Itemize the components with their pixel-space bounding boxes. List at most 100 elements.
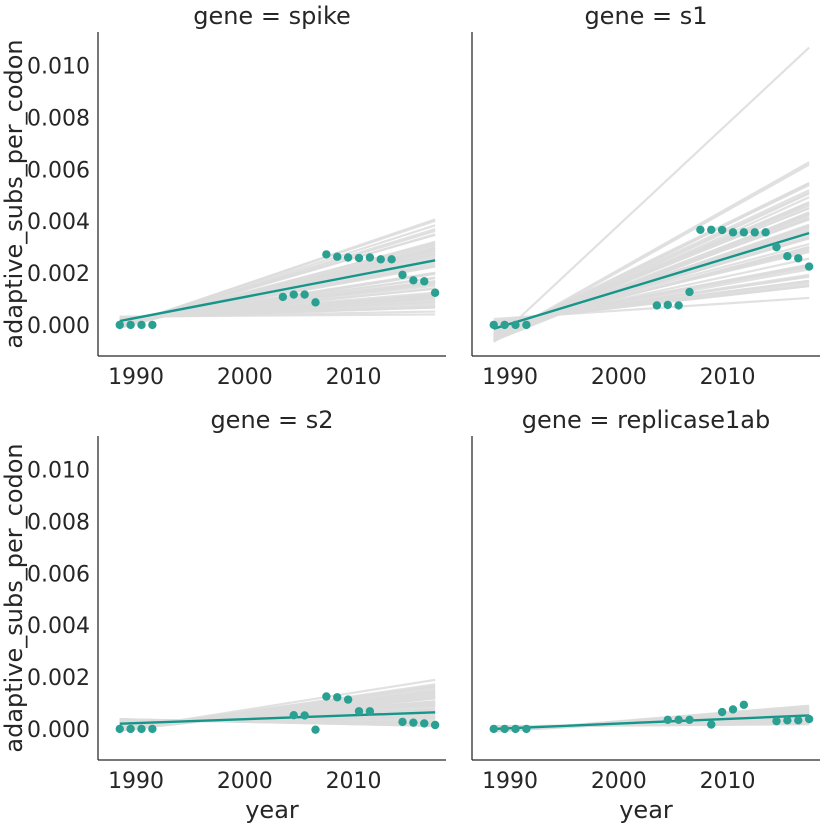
regression-line [493,714,810,731]
data-point [685,715,694,725]
data-point [278,292,288,302]
data-point [354,707,364,716]
data-point [126,320,135,330]
data-point [343,253,353,262]
bootstrap-line [119,689,436,732]
data-point [685,287,694,297]
facet-panel-3: gene = s2 1990 2000 2010 0.000 0.002 0.004 0.00… [0,406,446,824]
data-point [728,705,738,714]
plot-area [489,46,814,343]
facet-panel-4: gene = replicase1ab 1990 2000 2010 year [471,406,820,824]
data-point [322,250,331,259]
y-axis-label: adaptive_subs_per_codon [0,39,28,348]
y-tick-label: 0.006 [27,158,90,183]
data-point [365,707,375,716]
regression-line [493,231,810,330]
y-tick-label: 0.008 [27,107,90,132]
x-tick-label: 2010 [700,365,756,390]
x-tick-label: 2010 [326,769,382,794]
panel-title: gene = replicase1ab [522,406,770,434]
data-point [696,225,705,234]
data-point [707,720,716,729]
bootstrap-line [119,293,436,321]
data-point [376,255,385,264]
x-tick-label: 2010 [700,769,756,794]
data-point [674,301,683,310]
data-point [430,288,440,297]
data-point [761,228,770,237]
data-point [311,298,320,307]
data-point [652,301,662,310]
data-point [409,718,418,727]
panel-title: gene = s2 [210,406,333,434]
data-point [511,320,520,330]
x-tick-label: 2000 [217,769,273,794]
data-point [148,724,157,734]
data-point [137,724,146,734]
data-point [398,270,407,280]
y-axis-label: adaptive_subs_per_codon [0,443,28,752]
data-point [522,320,531,330]
x-axis-label: year [245,796,299,824]
y-tick-label: 0.000 [27,314,90,339]
bootstrap-line [119,271,436,324]
data-point [783,716,792,725]
y-tick-label: 0.004 [27,210,90,235]
facet-panel-2: gene = s1 1990 2000 2010 [471,2,820,390]
data-point [500,724,509,734]
x-axis-label: year [619,796,673,824]
data-point [115,320,124,330]
plot-area [115,218,440,330]
data-point [398,717,407,727]
data-point [311,725,320,734]
y-tick-label: 0.010 [27,55,90,80]
data-point [322,692,331,701]
data-point [511,724,520,734]
data-point [717,707,727,717]
y-tick-label: 0.002 [27,666,90,691]
y-tick-label: 0.000 [27,718,90,743]
data-point [420,277,429,286]
plot-area [489,700,814,734]
data-point [409,276,418,285]
data-point [717,225,727,235]
data-point [804,714,814,724]
data-point [420,719,429,728]
data-point [333,252,342,261]
panel-title: gene = s1 [584,2,707,30]
data-point [387,255,396,264]
plot-area [115,678,440,734]
data-point [750,228,759,237]
data-point [365,253,375,262]
facet-panel-1: gene = spike 1990 2000 2010 0.000 0.002 0.004 0… [0,2,446,390]
data-point [333,693,342,702]
data-point [739,700,749,709]
data-point [137,320,146,330]
data-point [794,716,803,725]
data-point [300,290,309,299]
data-point [115,724,124,734]
data-point [300,711,309,720]
data-point [663,300,672,310]
y-tick-label: 0.008 [27,511,90,536]
data-point [430,720,440,730]
data-point [772,242,781,252]
regression-line [119,711,436,725]
data-point [674,715,683,725]
data-point [500,320,509,330]
data-point [663,715,672,725]
x-tick-label: 2000 [591,365,647,390]
y-tick-label: 0.002 [27,262,90,287]
y-tick-label: 0.010 [27,459,90,484]
data-point [354,253,364,263]
x-tick-label: 2010 [326,365,382,390]
bootstrap-line [493,257,810,328]
y-tick-label: 0.006 [27,562,90,587]
x-tick-label: 1990 [482,769,538,794]
x-tick-label: 1990 [108,365,164,390]
data-point [707,225,716,234]
x-tick-label: 2000 [591,769,647,794]
x-tick-label: 1990 [482,365,538,390]
data-point [289,290,298,299]
